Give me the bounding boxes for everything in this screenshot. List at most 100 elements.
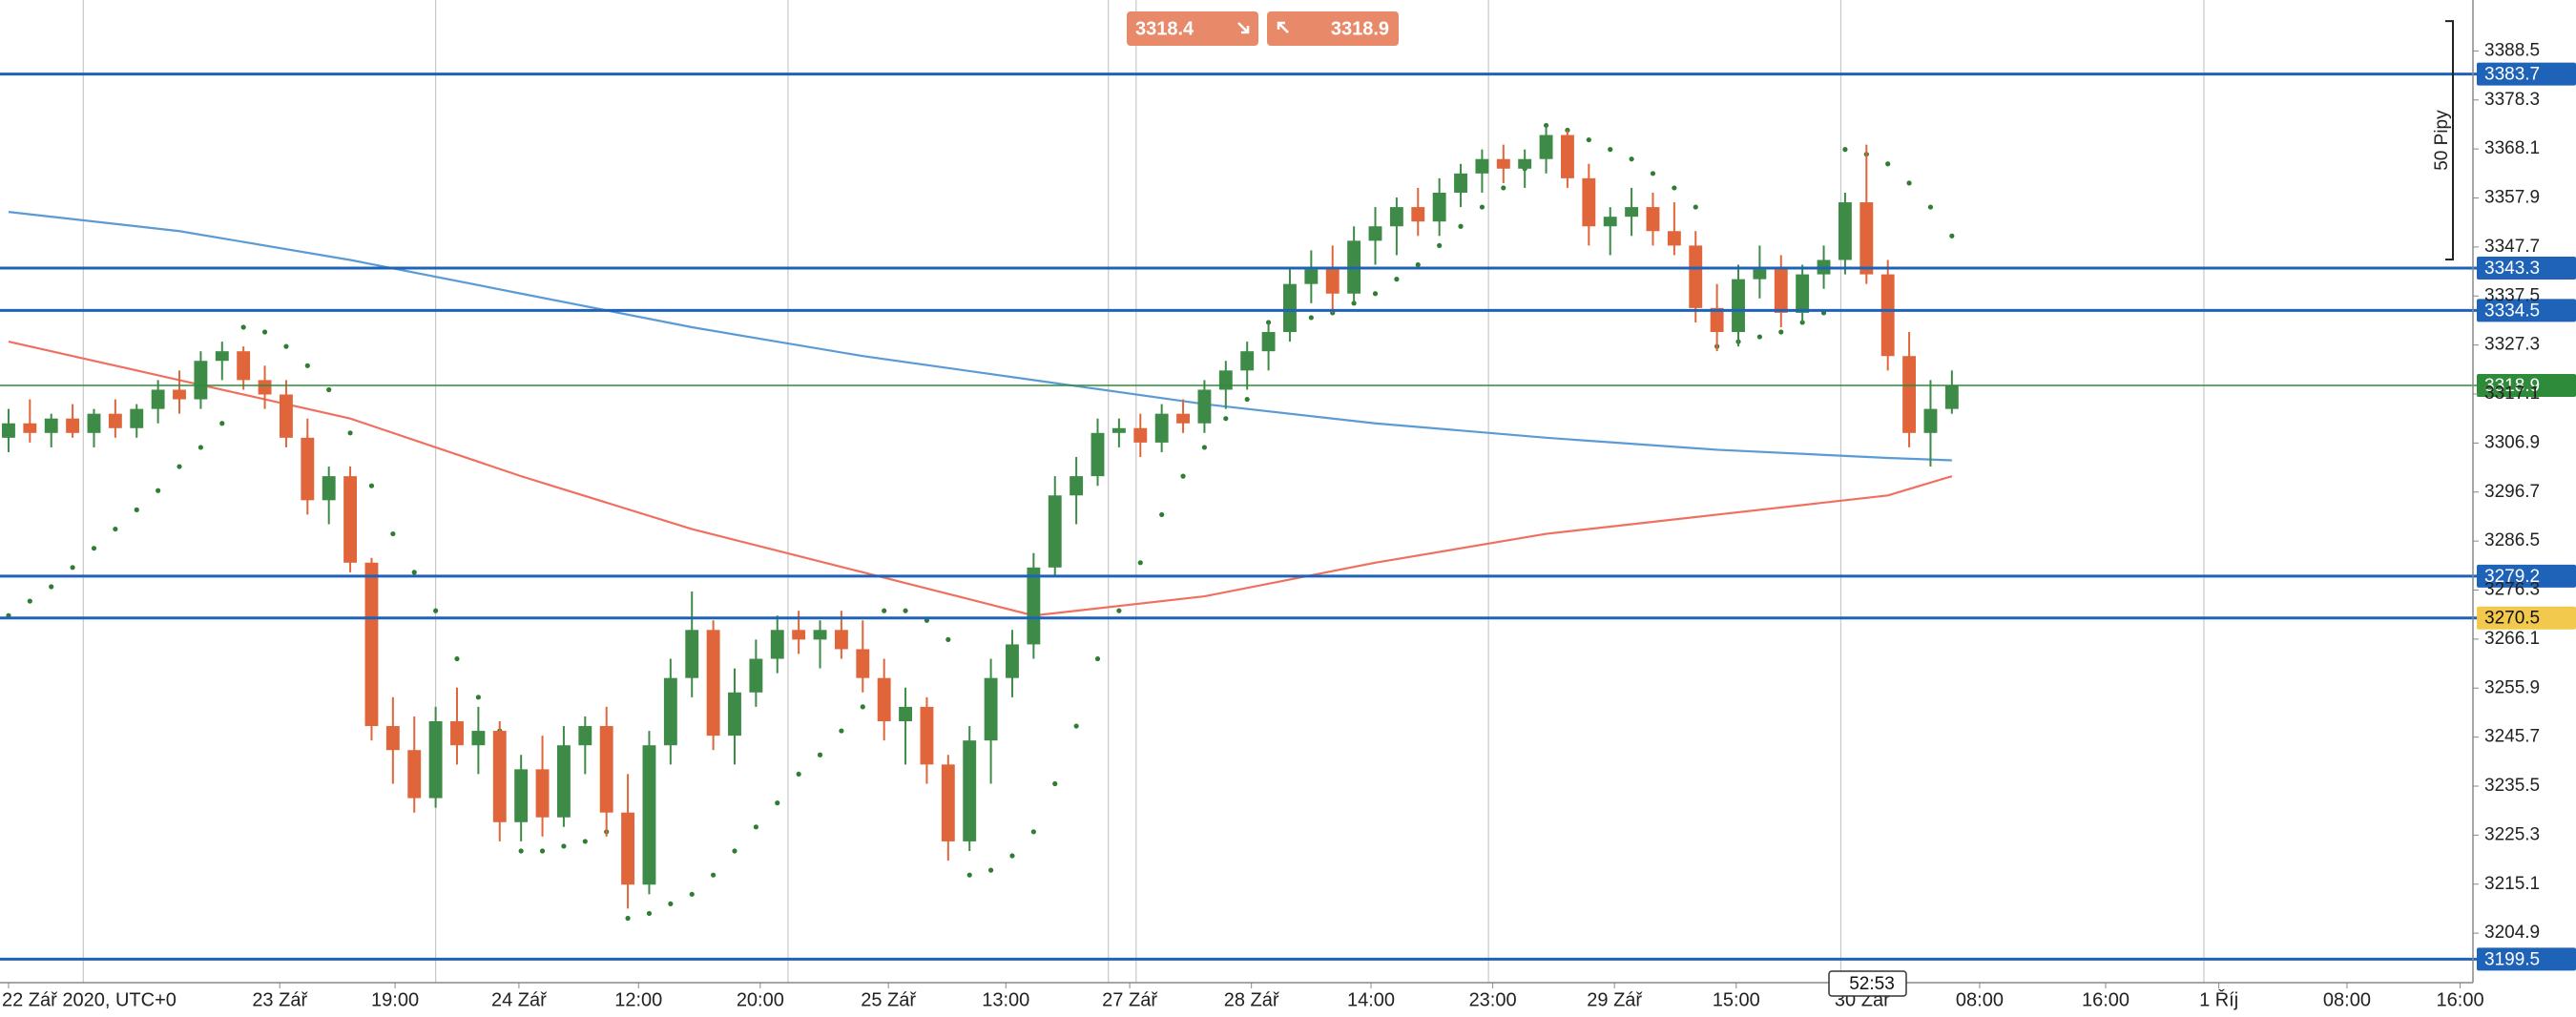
sar-dot	[1479, 204, 1485, 210]
candle-body	[1176, 413, 1190, 424]
candle-body	[1625, 207, 1639, 218]
candle-body	[1603, 217, 1617, 227]
sell-button[interactable]: 3318.4	[1127, 11, 1258, 46]
candle-body	[258, 380, 272, 395]
candle-body	[173, 389, 186, 400]
candle-body	[984, 677, 998, 741]
candle-body	[1732, 279, 1745, 333]
sar-dot	[1244, 396, 1250, 403]
level-label: 3318.9	[2484, 376, 2540, 396]
candle-body	[1218, 370, 1233, 390]
sar-dot	[49, 584, 54, 590]
sar-dot	[732, 848, 737, 854]
candle-body	[450, 721, 464, 746]
level-label-box	[2477, 62, 2576, 86]
y-tick-label: 3266.1	[2484, 629, 2540, 649]
level-label-box	[2477, 257, 2576, 280]
x-tick-label: 08:00	[1956, 989, 2004, 1010]
y-tick-label: 3235.5	[2484, 776, 2540, 796]
candle-body	[1902, 356, 1917, 433]
candle-body	[1923, 408, 1938, 433]
sar-dot	[1415, 261, 1421, 268]
level-label: 3199.5	[2484, 949, 2540, 969]
candle-body	[385, 726, 400, 751]
sar-dot	[1693, 204, 1698, 210]
sar-dot	[839, 728, 844, 734]
moving-average	[8, 211, 1952, 462]
sar-dot	[1927, 204, 1934, 210]
candle-body	[237, 351, 251, 381]
buy-box[interactable]	[1267, 11, 1399, 46]
x-tick-label: 16:00	[2082, 989, 2129, 1010]
sell-box[interactable]	[1127, 11, 1258, 46]
candle-body	[1027, 567, 1041, 645]
sar-dot	[1137, 560, 1143, 566]
sar-dot	[1073, 723, 1079, 729]
sar-dot	[1030, 829, 1036, 835]
y-tick-label: 3286.5	[2484, 530, 2540, 550]
candle-body	[1197, 389, 1212, 424]
level-label: 3279.2	[2484, 567, 2540, 587]
sar-dot	[197, 445, 204, 450]
sar-dot	[411, 570, 417, 575]
x-tick-label: 25 Zář	[861, 989, 917, 1010]
sar-dot	[1372, 291, 1379, 297]
sar-dot	[775, 800, 780, 806]
sar-dot	[1756, 334, 1762, 340]
buy-button[interactable]: 3318.9	[1267, 11, 1399, 46]
candle-body	[877, 677, 891, 722]
candle-body	[941, 764, 955, 841]
candle-body	[1070, 476, 1084, 496]
sar-dot	[1949, 233, 1955, 239]
sar-dot	[1437, 242, 1443, 248]
candle-body	[1411, 207, 1425, 222]
sar-dot	[1778, 329, 1784, 335]
sar-dot	[1885, 161, 1891, 167]
y-tick-label: 3357.9	[2484, 188, 2540, 208]
candle-body	[1710, 307, 1724, 333]
candle-body	[1753, 269, 1767, 280]
sar-dot	[882, 608, 887, 613]
y-tick-label: 3245.7	[2484, 727, 2540, 747]
candle-body	[364, 562, 379, 727]
x-tick-label: 24 Zář	[491, 989, 548, 1010]
candle-body	[1561, 135, 1574, 178]
level-label-box	[2477, 947, 2576, 971]
sar-dot	[1608, 147, 1613, 153]
x-tick-label: 19:00	[371, 989, 419, 1010]
sell-price[interactable]: 3318.4	[1135, 18, 1195, 39]
candle-body	[642, 745, 656, 885]
sar-dot	[433, 608, 439, 613]
buy-price[interactable]: 3318.9	[1331, 18, 1389, 39]
level-label-box	[2477, 373, 2576, 397]
sar-dot	[582, 839, 588, 844]
candle-body	[1325, 269, 1340, 294]
candle-body	[749, 658, 763, 693]
sar-dot	[1629, 156, 1634, 162]
x-tick-label: 1 Říj	[2199, 988, 2238, 1010]
candle-body	[1774, 269, 1788, 313]
candle-body	[556, 745, 571, 818]
sar-dot	[240, 324, 246, 330]
y-tick-label: 3215.1	[2484, 874, 2540, 894]
sar-dot	[711, 872, 717, 878]
candle-body	[1240, 351, 1255, 371]
sar-dot	[134, 507, 139, 512]
sar-dot	[1672, 185, 1677, 191]
level-label-box	[2477, 564, 2576, 588]
sar-dot	[966, 872, 972, 878]
x-tick-label: 15:00	[1713, 989, 1760, 1010]
x-tick-label: 14:00	[1347, 989, 1395, 1010]
x-tick-label: 27 Zář	[1102, 989, 1158, 1010]
x-tick-label: 29 Zář	[1587, 989, 1643, 1010]
y-tick-label: 3327.3	[2484, 335, 2540, 355]
sar-dot	[860, 704, 865, 710]
sar-dot	[368, 483, 375, 488]
x-tick-label: 20:00	[737, 989, 784, 1010]
candle-body	[535, 769, 550, 818]
sar-dot	[646, 910, 653, 917]
sar-dot	[1650, 171, 1656, 176]
sar-dot	[817, 752, 823, 758]
level-label-box	[2477, 299, 2576, 322]
